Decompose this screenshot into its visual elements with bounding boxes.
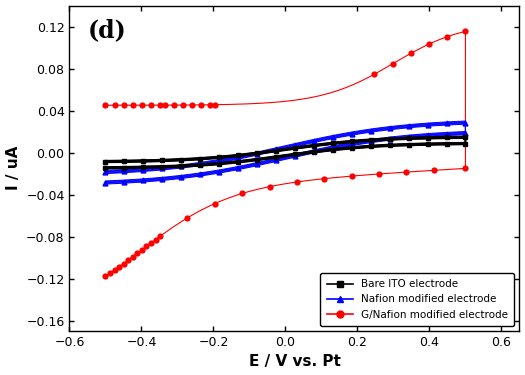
Legend: Bare ITO electrode, Nafion modified electrode, G/Nafion modified electrode: Bare ITO electrode, Nafion modified elec… [320, 273, 514, 326]
X-axis label: E / V vs. Pt: E / V vs. Pt [248, 354, 340, 369]
Text: (d): (d) [88, 19, 126, 43]
Y-axis label: I / uA: I / uA [6, 146, 20, 190]
